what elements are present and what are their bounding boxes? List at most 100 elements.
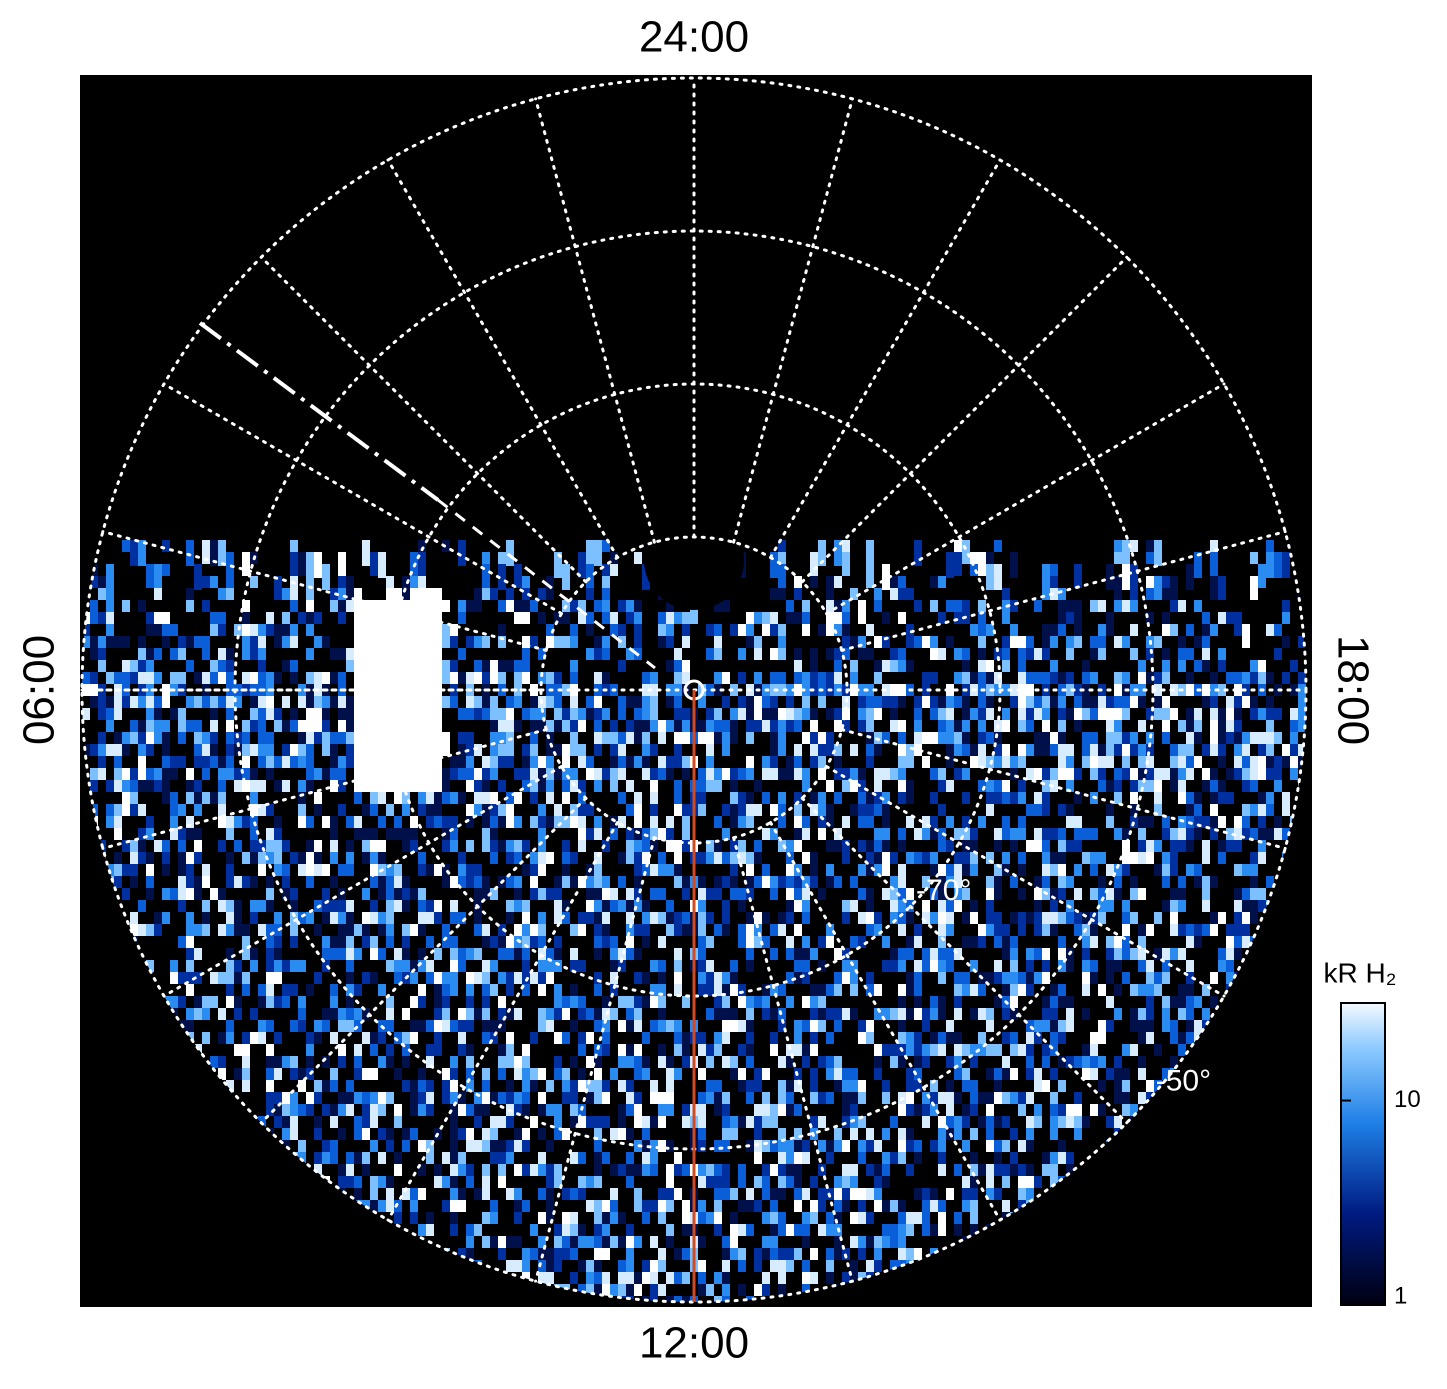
pixel bbox=[234, 912, 242, 924]
pixel bbox=[226, 816, 234, 828]
pixel bbox=[1050, 924, 1058, 936]
pixel bbox=[282, 540, 290, 566]
pixel bbox=[818, 864, 826, 876]
pixel bbox=[954, 924, 962, 936]
pixel bbox=[850, 828, 858, 840]
pixel bbox=[130, 816, 138, 828]
pixel bbox=[1226, 816, 1234, 828]
pixel bbox=[1042, 924, 1050, 936]
pixel bbox=[834, 852, 842, 864]
pixel bbox=[882, 804, 890, 816]
pixel bbox=[594, 864, 602, 876]
pixel bbox=[210, 864, 218, 876]
pixel bbox=[122, 804, 130, 816]
pixel bbox=[650, 816, 658, 828]
pixel bbox=[170, 960, 178, 972]
pixel bbox=[762, 900, 770, 912]
pixel bbox=[562, 840, 570, 852]
pixel bbox=[810, 924, 818, 936]
pixel bbox=[610, 804, 618, 816]
pixel bbox=[578, 552, 586, 578]
pixel bbox=[234, 936, 242, 948]
pixel bbox=[306, 828, 314, 840]
pixel bbox=[946, 924, 954, 936]
pixel bbox=[154, 864, 162, 876]
pixel bbox=[1226, 564, 1234, 590]
pixel bbox=[522, 828, 530, 840]
pixel bbox=[130, 888, 138, 900]
pixel bbox=[154, 852, 162, 864]
pixel bbox=[666, 936, 674, 948]
pixel bbox=[850, 936, 858, 948]
pixel bbox=[1098, 864, 1106, 876]
pixel bbox=[1226, 852, 1234, 864]
pixel bbox=[890, 816, 898, 828]
pixel bbox=[1026, 912, 1034, 924]
pixel bbox=[178, 840, 186, 852]
pixel bbox=[850, 876, 858, 888]
pixel bbox=[1074, 924, 1082, 936]
pixel bbox=[266, 876, 274, 888]
pixel bbox=[530, 852, 538, 864]
pixel bbox=[666, 816, 674, 828]
pixel bbox=[674, 816, 682, 828]
pixel bbox=[794, 948, 802, 960]
pixel bbox=[674, 936, 682, 948]
pixel bbox=[1034, 912, 1042, 924]
pixel bbox=[898, 852, 906, 864]
pixel bbox=[170, 864, 178, 876]
pixel bbox=[866, 540, 874, 566]
pixel bbox=[162, 924, 170, 936]
pixel bbox=[1170, 576, 1178, 602]
pixel bbox=[442, 804, 450, 816]
pixel bbox=[554, 804, 562, 816]
pixel bbox=[874, 876, 882, 888]
pixel bbox=[370, 900, 378, 912]
pixel bbox=[1034, 540, 1042, 566]
pixel bbox=[578, 816, 586, 828]
pixel bbox=[1210, 852, 1218, 864]
pixel bbox=[402, 828, 410, 840]
pixel bbox=[450, 936, 458, 948]
pixel bbox=[650, 912, 658, 924]
pixel bbox=[698, 912, 706, 924]
pixel bbox=[634, 876, 642, 888]
pixel bbox=[426, 876, 434, 888]
pixel bbox=[546, 852, 554, 864]
pixel bbox=[1210, 576, 1218, 602]
pixel bbox=[218, 900, 226, 912]
pixel bbox=[714, 888, 722, 900]
pixel bbox=[282, 864, 290, 876]
pixel bbox=[802, 864, 810, 876]
pixel bbox=[290, 864, 298, 876]
pixel bbox=[714, 876, 722, 888]
pixel bbox=[610, 876, 618, 888]
pixel bbox=[274, 816, 282, 828]
pixel bbox=[418, 900, 426, 912]
pixel bbox=[258, 864, 266, 876]
pixel bbox=[434, 900, 442, 912]
pixel bbox=[914, 852, 922, 864]
pixel bbox=[370, 804, 378, 816]
pixel bbox=[242, 876, 250, 888]
pixel bbox=[186, 948, 194, 960]
pixel bbox=[1266, 552, 1274, 578]
pixel bbox=[602, 888, 610, 900]
pixel bbox=[826, 804, 834, 816]
pixel bbox=[834, 804, 842, 816]
pixel bbox=[1194, 936, 1202, 948]
pixel bbox=[1202, 840, 1210, 852]
pixel bbox=[986, 828, 994, 840]
pixel bbox=[554, 876, 562, 888]
pixel bbox=[786, 936, 794, 948]
pixel bbox=[1162, 888, 1170, 900]
pixel bbox=[682, 888, 690, 900]
pixel bbox=[794, 804, 802, 816]
pixel bbox=[802, 852, 810, 864]
pixel bbox=[226, 564, 234, 590]
pixel bbox=[482, 936, 490, 948]
pixel bbox=[538, 876, 546, 888]
pixel bbox=[466, 804, 474, 816]
pixel bbox=[722, 936, 730, 948]
pixel bbox=[818, 840, 826, 852]
